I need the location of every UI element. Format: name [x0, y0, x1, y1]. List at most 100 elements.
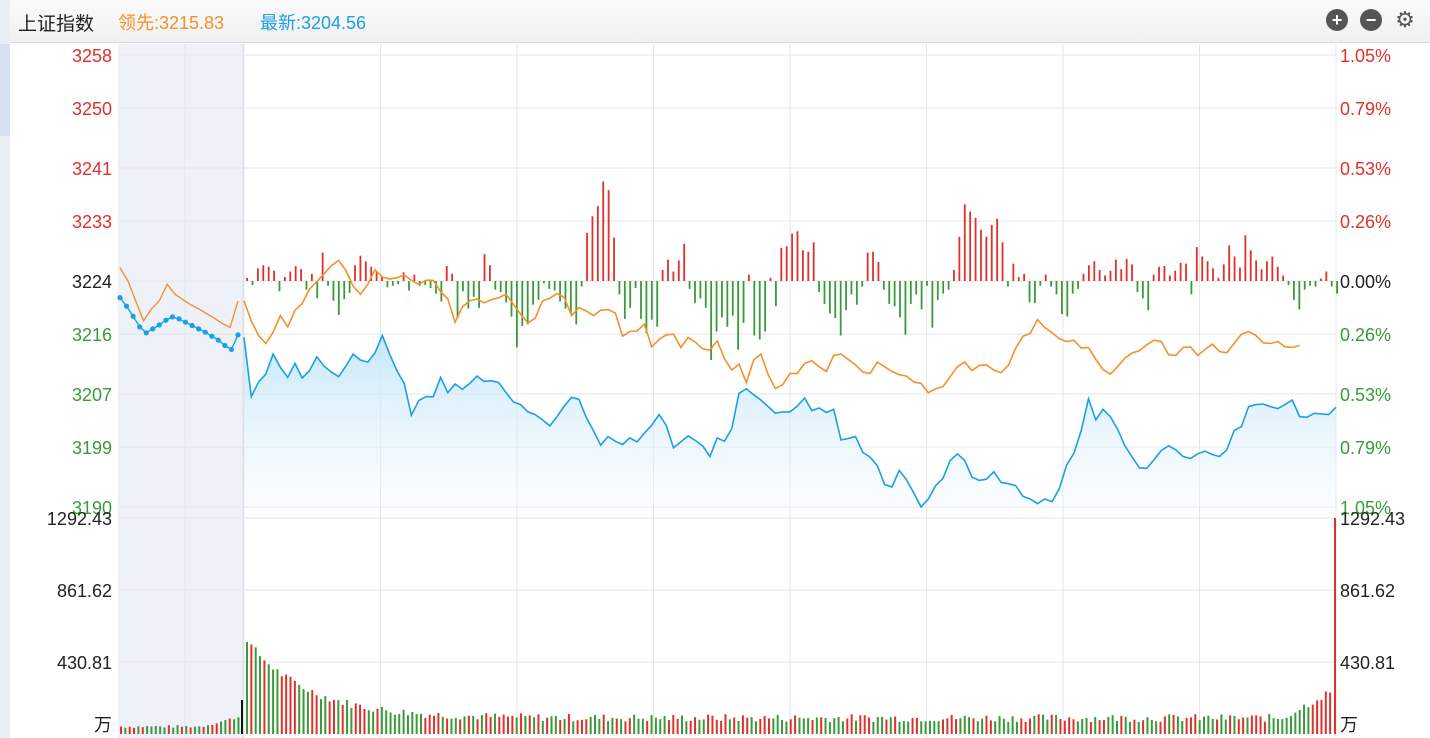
diff-bar	[1185, 263, 1187, 281]
volume-bar	[211, 724, 214, 734]
volume-bar	[567, 713, 570, 734]
volume-bar	[411, 711, 414, 734]
volume-bar	[354, 703, 357, 734]
volume-bar	[633, 714, 636, 734]
zoom-out-icon[interactable]: −	[1360, 9, 1382, 31]
diff-bar	[478, 281, 481, 308]
volume-bar	[406, 715, 409, 734]
volume-bar	[1329, 692, 1332, 734]
diff-bar	[1309, 281, 1312, 286]
volume-bar	[741, 715, 744, 734]
leading-index-label: 领先:3215.83	[118, 13, 225, 33]
diff-bar	[1314, 281, 1317, 287]
diff-bar	[845, 281, 847, 311]
auction-latest-point	[163, 317, 169, 323]
volume-bar	[828, 721, 831, 734]
leading-index-line	[243, 259, 1300, 394]
volume-bar	[328, 701, 331, 734]
diff-bar	[580, 281, 583, 287]
diff-bar	[1141, 281, 1144, 299]
diff-bar	[359, 255, 362, 281]
auction-latest-point	[156, 322, 162, 328]
volume-bar	[963, 715, 966, 734]
volume-bar	[824, 718, 827, 734]
diff-bar	[796, 231, 799, 281]
diff-bar	[596, 205, 599, 281]
volume-bar	[607, 721, 610, 734]
volume-bar	[685, 721, 688, 734]
auction-latest-point	[143, 330, 149, 336]
diff-bar	[1017, 277, 1020, 281]
diff-bar	[267, 266, 270, 281]
volume-bar	[1068, 717, 1071, 734]
diff-bar	[650, 281, 653, 320]
diff-bar	[451, 273, 454, 281]
volume-bar	[846, 718, 849, 734]
diff-bar	[278, 281, 281, 292]
left-price-tick: 3224	[72, 272, 112, 292]
gear-icon[interactable]: ⚙	[1395, 7, 1415, 32]
volume-bar	[711, 715, 714, 734]
diff-bar	[537, 281, 540, 300]
left-volume-tick: 430.81	[57, 653, 112, 673]
volume-bar	[1198, 720, 1201, 734]
volume-bar	[1211, 718, 1214, 734]
sidebar-tab[interactable]	[0, 44, 10, 136]
volume-bar	[1050, 714, 1053, 734]
volume-bar	[433, 715, 436, 734]
diff-bar	[1222, 264, 1225, 281]
diff-bar	[424, 281, 427, 285]
zoom-in-icon[interactable]: +	[1326, 9, 1348, 31]
volume-bar	[1155, 721, 1158, 734]
diff-bar	[569, 281, 572, 315]
diff-bar	[445, 265, 448, 281]
volume-bar	[1033, 715, 1036, 734]
volume-bar	[789, 719, 792, 734]
volume-bar	[820, 717, 823, 734]
diff-bar	[904, 281, 907, 335]
diff-bar	[283, 277, 286, 281]
diff-bar	[634, 281, 637, 289]
volume-bar	[319, 699, 322, 734]
diff-bar	[920, 281, 923, 310]
diff-bar	[1152, 274, 1155, 281]
volume-bar	[659, 719, 662, 734]
diff-bar	[753, 281, 756, 336]
diff-bar	[850, 281, 853, 295]
volume-bar	[1259, 716, 1262, 734]
volume-bar	[272, 669, 275, 734]
volume-bar	[1233, 715, 1236, 734]
diff-bar	[818, 281, 820, 293]
diff-bar	[807, 251, 810, 281]
diff-bar	[489, 265, 491, 281]
diff-bar	[758, 281, 761, 340]
volume-bar	[363, 708, 366, 734]
volume-bar	[915, 717, 918, 734]
diff-bar	[1066, 281, 1069, 317]
volume-bar	[1276, 718, 1279, 734]
diff-bar	[435, 281, 437, 294]
volume-bar	[837, 717, 840, 734]
right-percent-tick: 0.00%	[1340, 272, 1391, 292]
volume-bar	[454, 718, 457, 734]
diff-bar	[1255, 260, 1258, 281]
volume-bar	[594, 715, 596, 734]
volume-bar	[298, 684, 301, 734]
volume-bar	[907, 721, 910, 734]
left-price-tick: 3250	[72, 99, 112, 119]
diff-bar	[1055, 281, 1058, 295]
left-sidebar-strip	[0, 0, 10, 738]
volume-bar	[241, 700, 243, 734]
volume-bar	[924, 721, 927, 734]
diff-bar	[996, 218, 999, 281]
diff-bar	[1233, 256, 1236, 281]
volume-bar	[250, 644, 253, 734]
diff-bar	[909, 281, 912, 304]
volume-bar	[994, 721, 997, 734]
volume-bar	[663, 716, 666, 734]
volume-bar	[928, 720, 931, 734]
volume-bar	[1146, 717, 1149, 734]
volume-bar	[215, 723, 218, 734]
volume-bar	[324, 696, 327, 734]
